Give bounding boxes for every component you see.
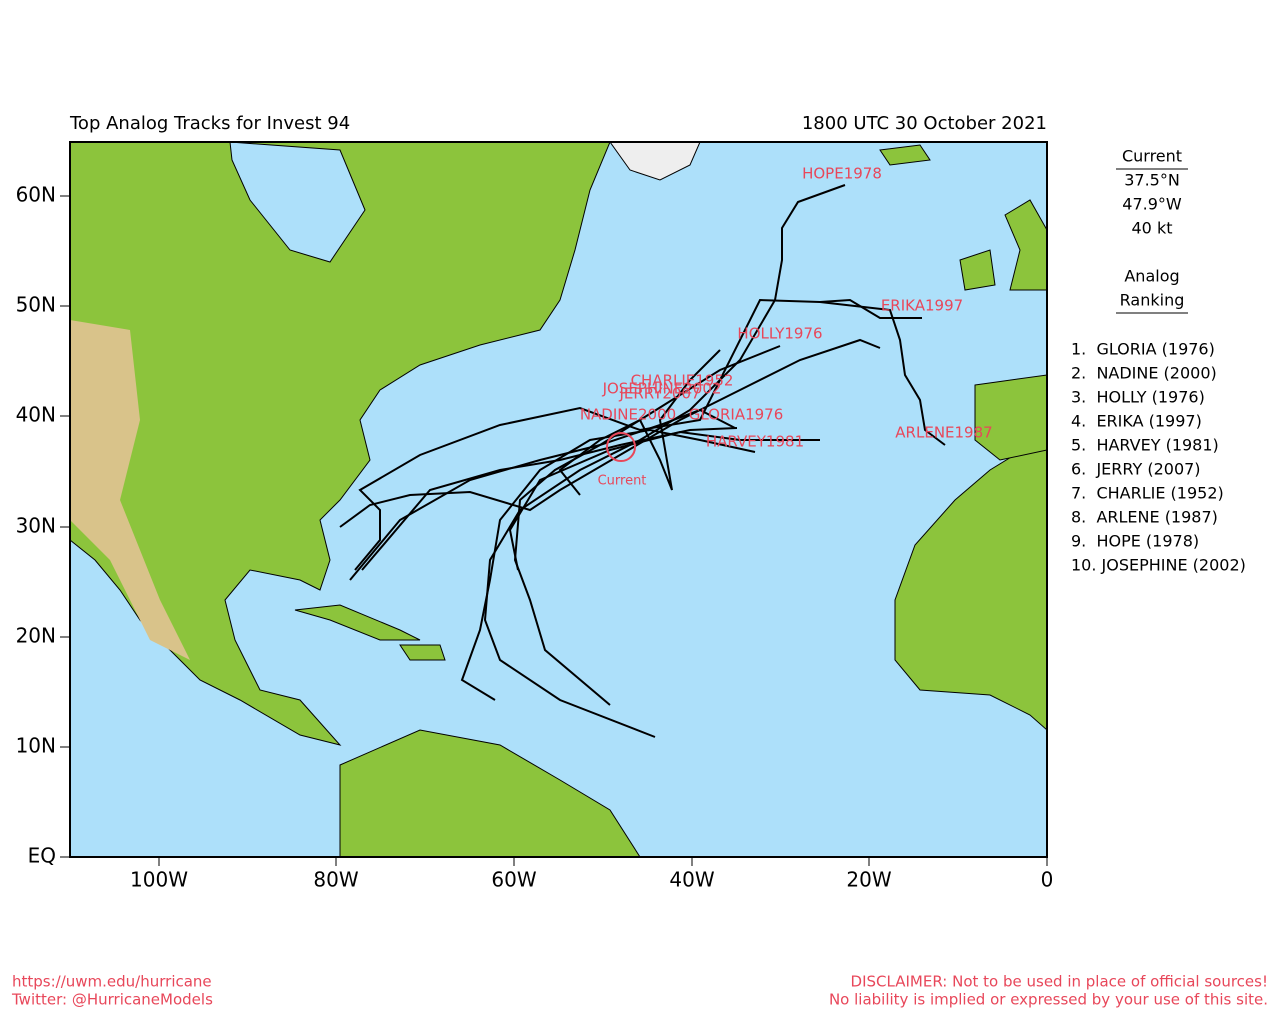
- lon-label: 80W: [313, 868, 358, 892]
- track-label: HARVEY1981: [706, 433, 804, 451]
- track: [361, 427, 738, 571]
- track: [354, 298, 922, 571]
- track: [508, 430, 820, 571]
- ranking-item: 8. ARLENE (1987): [1071, 508, 1218, 527]
- ranking-item: 7. CHARLIE (1952): [1071, 484, 1224, 503]
- current-wind: 40 kt: [1132, 219, 1173, 238]
- lat-label: 50N: [16, 293, 56, 317]
- ranking-item: 3. HOLLY (1976): [1071, 388, 1205, 407]
- lat-label: 60N: [16, 183, 56, 207]
- ireland: [959, 249, 996, 291]
- britain: [1004, 199, 1047, 291]
- track: [513, 345, 781, 706]
- ranking-item: 5. HARVEY (1981): [1071, 436, 1219, 455]
- track: [558, 349, 721, 496]
- map: HOPE1978 ERIKA1997 HOLLY1976 CHARLIE1952JOS…: [69, 141, 1048, 858]
- ranking-heading: Ranking: [1120, 291, 1185, 310]
- africa: [894, 434, 1047, 731]
- current-heading: Current: [1122, 147, 1182, 166]
- track-label: JOSEPHINE2002: [602, 380, 722, 398]
- track: [460, 428, 756, 701]
- ranking-heading: Analog: [1124, 267, 1179, 286]
- lon-label: 60W: [491, 868, 536, 892]
- lon-label: 0: [1041, 868, 1054, 892]
- side-panel: Current 37.5°N 47.9°W 40 kt Analog Ranki…: [1071, 147, 1246, 575]
- lon-label: 40W: [669, 868, 714, 892]
- cuba: [294, 604, 421, 641]
- ranking-item: 10. JOSEPHINE (2002): [1071, 556, 1246, 575]
- map-frame: [69, 141, 1048, 858]
- tracks: [339, 184, 946, 738]
- track: [819, 301, 946, 446]
- lon-label: 20W: [846, 868, 891, 892]
- lat-label: 20N: [16, 624, 56, 648]
- iberia: [974, 374, 1047, 461]
- ranking-item: 2. NADINE (2000): [1071, 364, 1217, 383]
- track-label: CHARLIE1952: [631, 372, 734, 390]
- iceland: [879, 144, 931, 166]
- date: 1800 UTC 30 October 2021: [802, 113, 1047, 134]
- track-label: ARLENE1987: [895, 424, 992, 442]
- track-label: ERIKA1997: [881, 297, 963, 315]
- track-label: HOLLY1976: [737, 325, 822, 343]
- north-america: [70, 142, 611, 746]
- track-label: GLORIA1976: [689, 406, 784, 424]
- ranking-item: 9. HOPE (1978): [1071, 532, 1199, 551]
- lat-label: 10N: [16, 734, 56, 758]
- track-label: Current: [598, 474, 647, 489]
- disclaimer: No liability is implied or expressed by …: [829, 991, 1268, 1009]
- ranking-item: 4. ERIKA (1997): [1071, 412, 1202, 431]
- lon-label: 100W: [130, 868, 188, 892]
- lat-label: EQ: [28, 844, 56, 868]
- track: [339, 338, 881, 528]
- hispaniola: [399, 644, 446, 661]
- mountains: [70, 320, 190, 660]
- track-label: NADINE2000: [580, 406, 676, 424]
- footer-twitter: Twitter: @HurricaneModels: [11, 991, 213, 1009]
- ranking-item: 1. GLORIA (1976): [1071, 340, 1215, 359]
- disclaimer: DISCLAIMER: Not to be used in place of o…: [851, 973, 1268, 991]
- current-marker: [606, 432, 636, 462]
- hudson-bay: [229, 142, 366, 263]
- track: [349, 408, 736, 581]
- ranking-item: 6. JERRY (2007): [1071, 460, 1201, 479]
- south-america: [339, 729, 641, 857]
- track-label: HOPE1978: [802, 165, 882, 183]
- current-lat: 37.5°N: [1124, 171, 1180, 190]
- track-label: JERRY2007: [618, 385, 700, 403]
- current-lon: 47.9°W: [1122, 195, 1182, 214]
- greenland: [609, 142, 701, 181]
- lat-label: 40N: [16, 403, 56, 427]
- footer-url: https://uwm.edu/hurricane: [12, 973, 212, 991]
- title: Top Analog Tracks for Invest 94: [69, 113, 350, 134]
- lat-label: 30N: [16, 514, 56, 538]
